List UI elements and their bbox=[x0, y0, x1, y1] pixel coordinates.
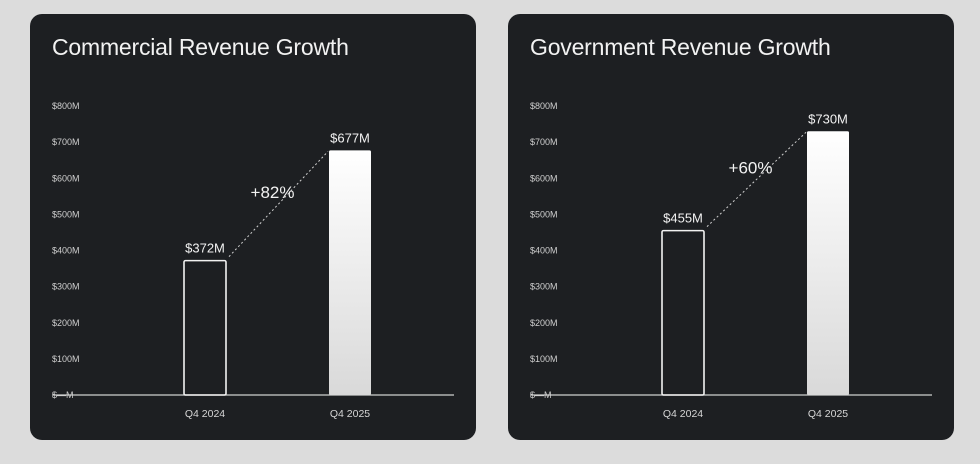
y-tick-label: $100M bbox=[52, 354, 80, 364]
chart-title: Commercial Revenue Growth bbox=[52, 34, 349, 60]
y-tick-label: $500M bbox=[52, 209, 80, 219]
growth-label: +82% bbox=[251, 183, 295, 202]
bar-value-label: $455M bbox=[663, 211, 703, 226]
bar-value-label: $372M bbox=[185, 241, 225, 256]
x-tick-label: Q4 2024 bbox=[663, 408, 703, 420]
y-tick-label: $800M bbox=[530, 101, 558, 111]
y-tick-label: $400M bbox=[52, 246, 80, 256]
y-tick-label: $100M bbox=[530, 354, 558, 364]
y-tick-label: $300M bbox=[530, 282, 558, 292]
y-tick-label: $400M bbox=[530, 246, 558, 256]
y-tick-label: $700M bbox=[530, 137, 558, 147]
y-tick-label: $700M bbox=[52, 137, 80, 147]
government-revenue-card: Government Revenue Growth $—M $100M $200M $… bbox=[508, 14, 954, 440]
chart-title: Government Revenue Growth bbox=[530, 34, 831, 60]
y-tick-label: $200M bbox=[530, 318, 558, 328]
x-tick-label: Q4 2025 bbox=[330, 408, 370, 420]
x-tick-label: Q4 2025 bbox=[808, 408, 848, 420]
government-revenue-chart: $—M$100M$200M$300M$400M$500M$600M$700M$8… bbox=[530, 101, 932, 420]
y-tick-label: $800M bbox=[52, 101, 80, 111]
commercial-revenue-card: Commercial Revenue Growth $—M $100M $200M $… bbox=[30, 14, 476, 440]
bar-q4-2025 bbox=[329, 150, 371, 395]
y-tick-label: $200M bbox=[52, 318, 80, 328]
bar-value-label: $677M bbox=[330, 130, 370, 145]
growth-connector bbox=[228, 151, 329, 257]
y-tick-label: $300M bbox=[52, 282, 80, 292]
commercial-revenue-chart: $—M$100M$200M$300M$400M$500M$600M$700M$8… bbox=[52, 101, 454, 420]
growth-label: +60% bbox=[729, 158, 773, 177]
x-tick-label: Q4 2024 bbox=[185, 408, 225, 420]
y-tick-label: $500M bbox=[530, 209, 558, 219]
bar-value-label: $730M bbox=[808, 111, 848, 126]
bar-q4-2024 bbox=[661, 229, 705, 396]
bar-q4-2025 bbox=[807, 131, 849, 395]
y-tick-label: $600M bbox=[530, 173, 558, 183]
bar-q4-2024 bbox=[183, 259, 227, 396]
growth-connector bbox=[706, 131, 807, 227]
y-tick-label: $600M bbox=[52, 173, 80, 183]
